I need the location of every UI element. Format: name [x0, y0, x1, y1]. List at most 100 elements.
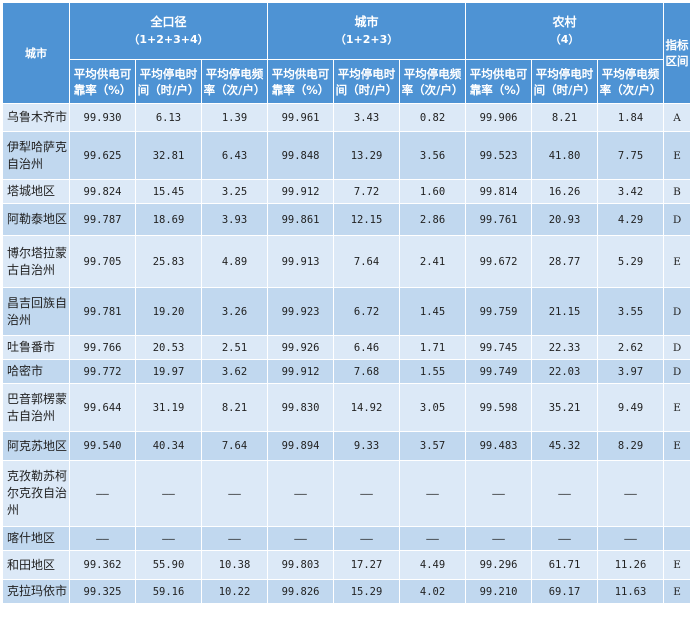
cell-value: 21.15 [531, 287, 599, 336]
cell-value: 99.672 [465, 235, 533, 288]
table-row: 阿勒泰地区 99.787 18.69 3.93 99.861 12.15 2.86 99.76… [2, 203, 692, 236]
cell-value: 99.325 [69, 579, 136, 604]
table-row: 昌吉回族自治州 99.781 19.20 3.26 99.923 6.72 1.45 99.7… [2, 287, 692, 336]
cell-value: —— [465, 460, 533, 527]
cell-value: 99.749 [465, 359, 533, 384]
cell-value: 99.830 [267, 383, 335, 432]
group-subtitle: （1+2+3+4） [128, 33, 209, 46]
cell-value: 99.540 [69, 431, 136, 461]
cell-city: 吐鲁番市 [2, 335, 70, 360]
cell-value: 55.90 [135, 550, 202, 580]
cell-value: 99.766 [69, 335, 136, 360]
cell-value: —— [200, 460, 269, 527]
cell-value: 99.894 [267, 431, 335, 461]
cell-value: 16.26 [531, 179, 599, 204]
cell-value: 0.82 [399, 103, 467, 132]
cell-value: 59.16 [135, 579, 202, 604]
cell-value: 99.761 [465, 203, 533, 236]
cell-value: 31.19 [135, 383, 202, 432]
cell-value: 6.72 [333, 287, 401, 336]
cell-value: 13.29 [333, 131, 401, 180]
cell-value: 99.362 [69, 550, 136, 580]
table-row: 博尔塔拉蒙古自治州 99.705 25.83 4.89 99.913 7.64 2.41 99… [2, 235, 692, 288]
metric-outage-freq: 平均停电频率（次/户） [200, 59, 269, 104]
table-body: 乌鲁木齐市 99.930 6.13 1.39 99.961 3.43 0.82 99.906 8… [2, 103, 692, 604]
cell-value: 20.93 [531, 203, 599, 236]
cell-value: —— [531, 460, 599, 527]
cell-value: 2.41 [399, 235, 467, 288]
cell-value: 40.34 [135, 431, 202, 461]
cell-value: 3.55 [597, 287, 665, 336]
metric-reliability: 平均供电可靠率（%） [267, 59, 335, 104]
cell-city: 哈密市 [2, 359, 70, 384]
cell-value: 41.80 [531, 131, 599, 180]
cell-value: 99.759 [465, 287, 533, 336]
cell-value: 10.38 [200, 550, 269, 580]
cell-value: 99.803 [267, 550, 335, 580]
cell-value: —— [399, 460, 467, 527]
cell-value: 99.705 [69, 235, 136, 288]
cell-value: 99.787 [69, 203, 136, 236]
cell-value: 11.26 [597, 550, 665, 580]
cell-value: 69.17 [531, 579, 599, 604]
table-row: 乌鲁木齐市 99.930 6.13 1.39 99.961 3.43 0.82 99.906 8… [2, 103, 692, 132]
cell-value: —— [135, 460, 202, 527]
group-title: 城市 [354, 15, 379, 29]
group-subtitle: （1+2+3） [334, 33, 399, 46]
cell-value: 7.75 [597, 131, 665, 180]
cell-value: 99.912 [267, 359, 335, 384]
cell-value: 99.848 [267, 131, 335, 180]
cell-value: 11.63 [597, 579, 665, 604]
table-row: 克拉玛依市 99.325 59.16 10.22 99.826 15.29 4.02 99.2… [2, 579, 692, 604]
metric-reliability: 平均供电可靠率（%） [69, 59, 136, 104]
cell-value: 28.77 [531, 235, 599, 288]
cell-value: 9.49 [597, 383, 665, 432]
cell-value: 19.20 [135, 287, 202, 336]
cell-value: 61.71 [531, 550, 599, 580]
cell-value: 8.29 [597, 431, 665, 461]
cell-value: 99.781 [69, 287, 136, 336]
cell-city: 博尔塔拉蒙古自治州 [2, 235, 70, 288]
cell-value: 17.27 [333, 550, 401, 580]
cell-value: 99.826 [267, 579, 335, 604]
cell-indicator: D [663, 335, 692, 360]
header-group-urban: 城市 （1+2+3） [267, 2, 467, 60]
table-row: 吐鲁番市 99.766 20.53 2.51 99.926 6.46 1.71 99.745 2… [2, 335, 692, 360]
cell-value: —— [399, 526, 467, 551]
cell-value: 3.26 [200, 287, 269, 336]
metric-outage-time: 平均停电时间（时/户） [531, 59, 599, 104]
cell-value: 8.21 [531, 103, 599, 132]
cell-value: —— [333, 460, 401, 527]
cell-indicator: E [663, 131, 692, 180]
group-title: 全口径 [150, 15, 187, 29]
cell-value: 8.21 [200, 383, 269, 432]
cell-value: 99.210 [465, 579, 533, 604]
cell-indicator: B [663, 179, 692, 204]
cell-value: 99.923 [267, 287, 335, 336]
cell-value: 6.46 [333, 335, 401, 360]
cell-value: 7.64 [200, 431, 269, 461]
cell-value: 9.33 [333, 431, 401, 461]
cell-value: 1.84 [597, 103, 665, 132]
cell-value: 20.53 [135, 335, 202, 360]
cell-value: 99.625 [69, 131, 136, 180]
cell-city: 克拉玛依市 [2, 579, 70, 604]
cell-value: 1.55 [399, 359, 467, 384]
cell-value: 14.92 [333, 383, 401, 432]
header-city: 城市 [2, 2, 70, 104]
cell-value: —— [267, 526, 335, 551]
cell-value: 4.49 [399, 550, 467, 580]
cell-value: 7.68 [333, 359, 401, 384]
cell-indicator: E [663, 579, 692, 604]
cell-value: 99.644 [69, 383, 136, 432]
metric-reliability: 平均供电可靠率（%） [465, 59, 533, 104]
cell-value: 99.861 [267, 203, 335, 236]
table-row: 喀什地区 —— —— —— —— —— —— —— —— —— [2, 526, 692, 551]
cell-value: —— [531, 526, 599, 551]
cell-value: —— [597, 526, 665, 551]
cell-value: 99.296 [465, 550, 533, 580]
cell-value: 10.22 [200, 579, 269, 604]
cell-value: 99.483 [465, 431, 533, 461]
cell-value: 1.60 [399, 179, 467, 204]
cell-value: 99.930 [69, 103, 136, 132]
